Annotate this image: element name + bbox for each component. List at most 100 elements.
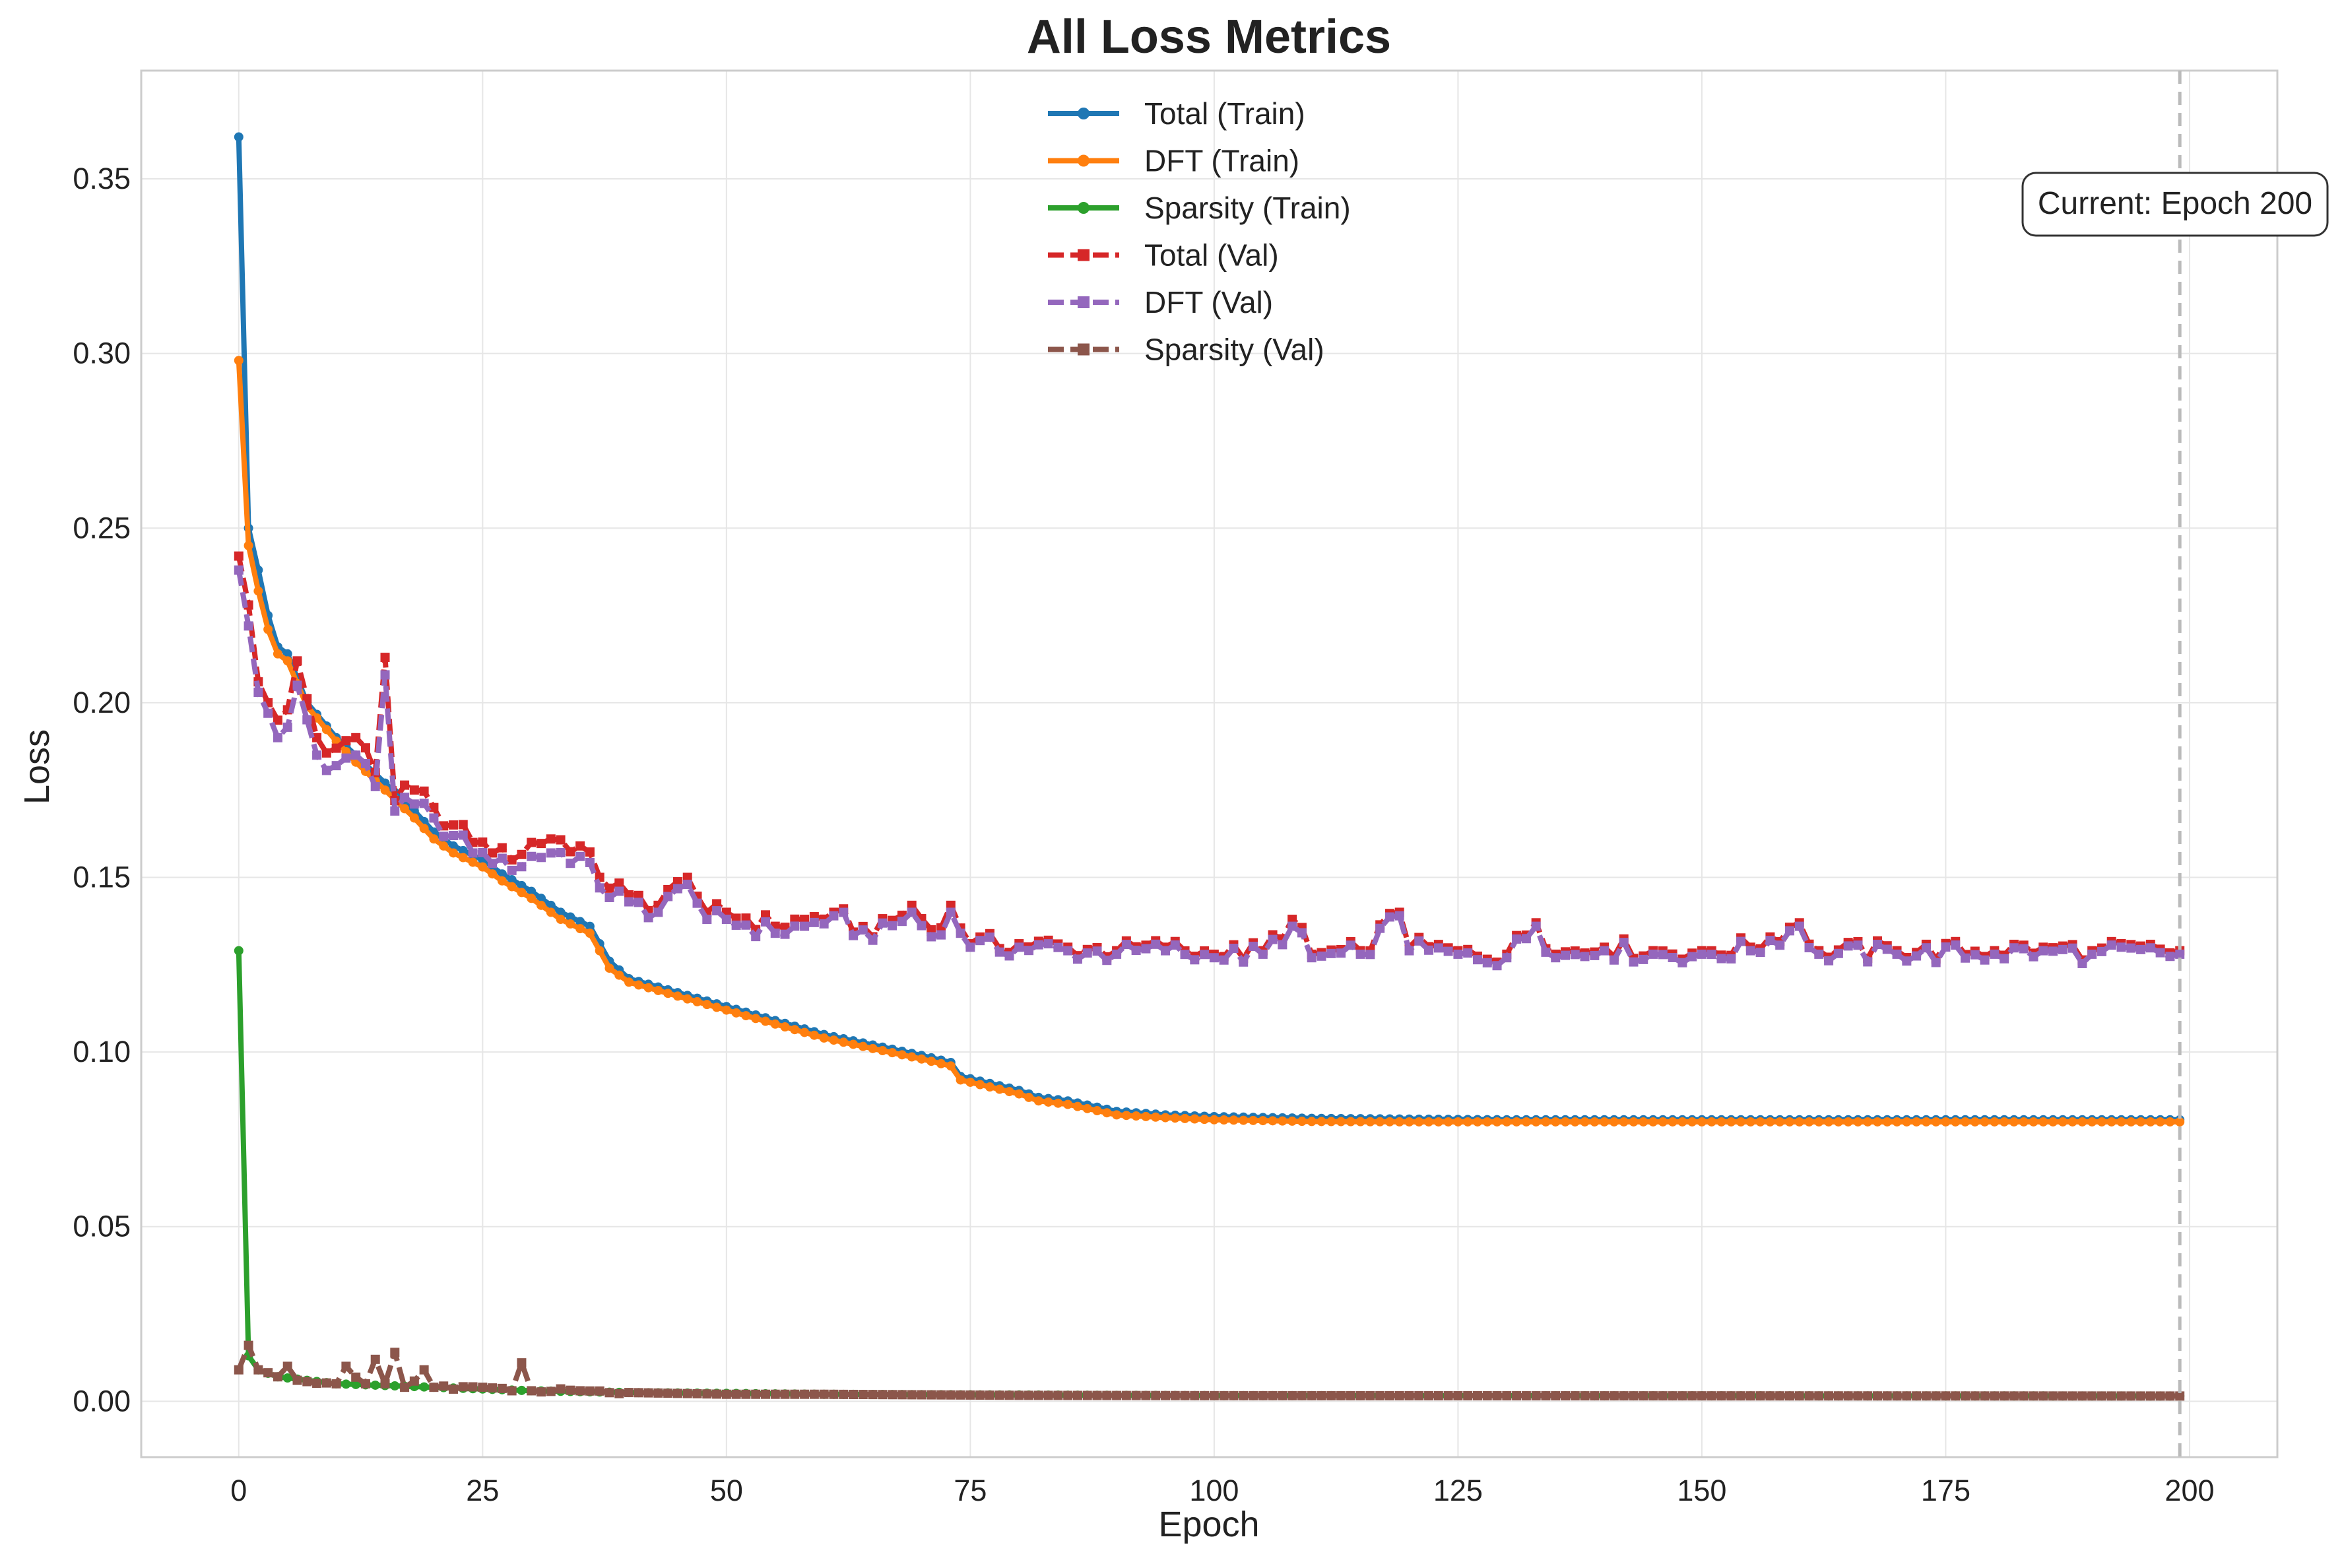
data-point [468,1382,478,1392]
data-point [1697,949,1707,959]
data-point [790,1025,800,1035]
data-point [1600,1117,1610,1127]
data-point [1892,949,1902,959]
data-point [488,859,498,868]
data-point [1668,952,1677,962]
data-point [546,848,556,858]
data-point [360,759,370,769]
data-point [2136,944,2146,954]
series-dft-train [234,356,2185,1127]
data-point [419,1382,429,1392]
data-point [888,1048,897,1058]
data-point [1190,955,1200,965]
data-point [1141,1390,1151,1400]
data-point [1502,1391,1512,1401]
data-point [1824,1391,1834,1401]
data-point [1541,1117,1551,1127]
data-point [1745,946,1755,956]
data-point [517,849,527,859]
data-point [390,806,400,816]
data-point [692,996,702,1006]
data-point [663,892,673,901]
data-point [1941,1391,1951,1401]
data-point [1658,1117,1668,1127]
data-point [1843,1117,1853,1127]
annotations: Current: Epoch 200 [2021,71,2329,1457]
data-point [2009,1117,2019,1127]
data-point [1833,1117,1843,1127]
data-point [1648,1117,1658,1127]
data-point [858,925,868,935]
data-point [1980,1391,1990,1401]
data-point [985,932,994,942]
data-point [1072,954,1082,964]
data-point [2175,1117,2185,1127]
data-point [2155,1117,2165,1127]
data-point [1521,1117,1531,1127]
data-point [878,1390,888,1400]
data-point [1531,1391,1541,1401]
data-point [1804,1117,1814,1127]
data-point [390,1381,400,1391]
data-point [517,1385,527,1395]
data-point [1707,950,1716,960]
data-point [1814,949,1824,959]
data-point [312,750,322,760]
data-point [760,1389,770,1399]
data-point [1716,1391,1726,1401]
data-point [1287,1390,1297,1400]
data-point [1775,940,1785,950]
data-point [1014,942,1024,952]
data-point [1902,1391,1912,1401]
data-point [1200,1390,1210,1400]
data-point [1229,1115,1239,1125]
data-point [1297,1390,1307,1400]
data-point [312,733,322,742]
data-point [1268,1116,1278,1126]
data-point [1112,1110,1122,1120]
data-point [2000,1117,2009,1127]
data-point [1043,1390,1053,1400]
data-point [1200,950,1210,960]
data-point [1336,1117,1346,1127]
data-point [273,733,282,742]
data-point [1404,1117,1414,1127]
data-point [721,1389,731,1399]
data-point [585,929,595,938]
data-point [1433,1117,1443,1127]
data-point [829,911,839,921]
data-point [1961,1391,1970,1401]
data-point [1687,952,1697,962]
data-point [1668,1391,1677,1401]
data-point [556,1384,566,1394]
data-point [1921,1117,1931,1127]
data-point [1414,936,1424,946]
data-point [1951,1117,1961,1127]
data-point [1249,1115,1258,1125]
data-point [507,865,517,875]
data-point [780,929,790,939]
data-point [331,761,341,771]
data-point [507,875,517,885]
data-point [604,1388,614,1398]
data-point [1609,955,1619,965]
data-point [1863,957,1873,967]
data-point [1072,1390,1082,1400]
data-point [1882,1391,1892,1401]
data-point [1648,949,1658,959]
data-point [1112,1390,1122,1400]
y-tick-label: 0.00 [73,1384,131,1418]
data-point [1424,945,1434,955]
data-point [1609,1391,1619,1401]
data-point [1629,1117,1639,1127]
data-point [868,1390,878,1400]
data-point [800,1389,810,1399]
data-point [1463,1390,1473,1400]
x-tick-label: 175 [1921,1474,1970,1507]
data-point [1424,1390,1434,1400]
data-point [1190,1390,1200,1400]
data-point [429,813,439,823]
data-point [1784,1117,1794,1127]
data-point [1794,921,1804,931]
data-point [1014,1089,1024,1099]
